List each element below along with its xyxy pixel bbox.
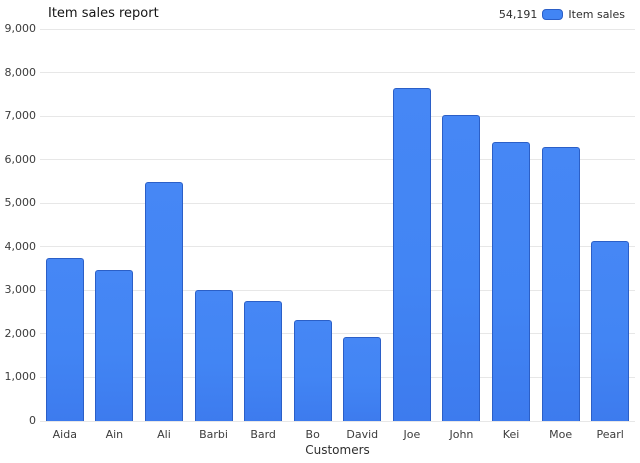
legend-total-value: 54,191 <box>498 8 538 21</box>
x-axis-category-label: Moe <box>549 428 573 441</box>
gridline <box>40 115 635 117</box>
y-axis-tick-label: 9,000 <box>4 22 37 35</box>
bar-joe[interactable] <box>392 87 431 421</box>
bar-bo[interactable] <box>293 319 332 421</box>
x-axis-category-label: Bard <box>250 428 276 441</box>
bar-kei[interactable] <box>492 141 531 421</box>
gridline <box>40 289 635 291</box>
gridline <box>40 420 635 422</box>
bar-john[interactable] <box>442 115 481 421</box>
x-axis-category-label: Ali <box>157 428 171 441</box>
bar-ain[interactable] <box>95 269 134 421</box>
x-axis-category-label: Pearl <box>596 428 624 441</box>
y-axis-tick-label: 3,000 <box>4 283 37 297</box>
y-axis-tick-label: 4,000 <box>4 239 37 253</box>
bar-david[interactable] <box>343 336 382 421</box>
x-axis-title: Customers <box>305 443 370 457</box>
x-axis-category-label: Aida <box>52 428 77 441</box>
legend[interactable]: 54,191 Item sales <box>499 8 625 21</box>
bar-barbi[interactable] <box>194 289 233 421</box>
y-axis-tick-label: 8,000 <box>4 65 37 79</box>
legend-series-label[interactable]: Item sales <box>568 8 625 21</box>
gridline <box>40 202 635 204</box>
bar-moe[interactable] <box>541 147 580 421</box>
x-axis-category-label: Ain <box>105 428 124 441</box>
x-axis-category-label: John <box>449 428 474 441</box>
gridline <box>40 159 635 161</box>
gridline <box>40 246 635 248</box>
bar-pearl[interactable] <box>591 240 630 421</box>
y-axis-tick-label: 7,000 <box>4 109 37 123</box>
bar-bard[interactable] <box>244 301 283 421</box>
gridline <box>40 333 635 335</box>
bar-ali[interactable] <box>144 182 183 421</box>
gridline <box>40 28 635 30</box>
x-axis-category-label: Joe <box>403 428 421 441</box>
y-axis-tick-label: 1,000 <box>4 370 37 384</box>
legend-swatch-icon[interactable] <box>542 9 564 20</box>
y-axis-tick-label: 6,000 <box>4 152 37 166</box>
x-axis-category-label: Kei <box>502 428 520 441</box>
x-axis-category-label: Barbi <box>199 428 228 441</box>
x-axis-category-label: David <box>346 428 379 441</box>
gridline <box>40 376 635 378</box>
y-axis-tick-label: 5,000 <box>4 196 37 210</box>
y-axis-tick-label: 0 <box>29 414 36 427</box>
y-axis-tick-label: 2,000 <box>4 326 37 340</box>
x-axis-category-label: Bo <box>305 428 320 441</box>
chart-title: Item sales report <box>48 6 159 21</box>
bar-aida[interactable] <box>45 258 84 421</box>
gridline <box>40 72 635 74</box>
